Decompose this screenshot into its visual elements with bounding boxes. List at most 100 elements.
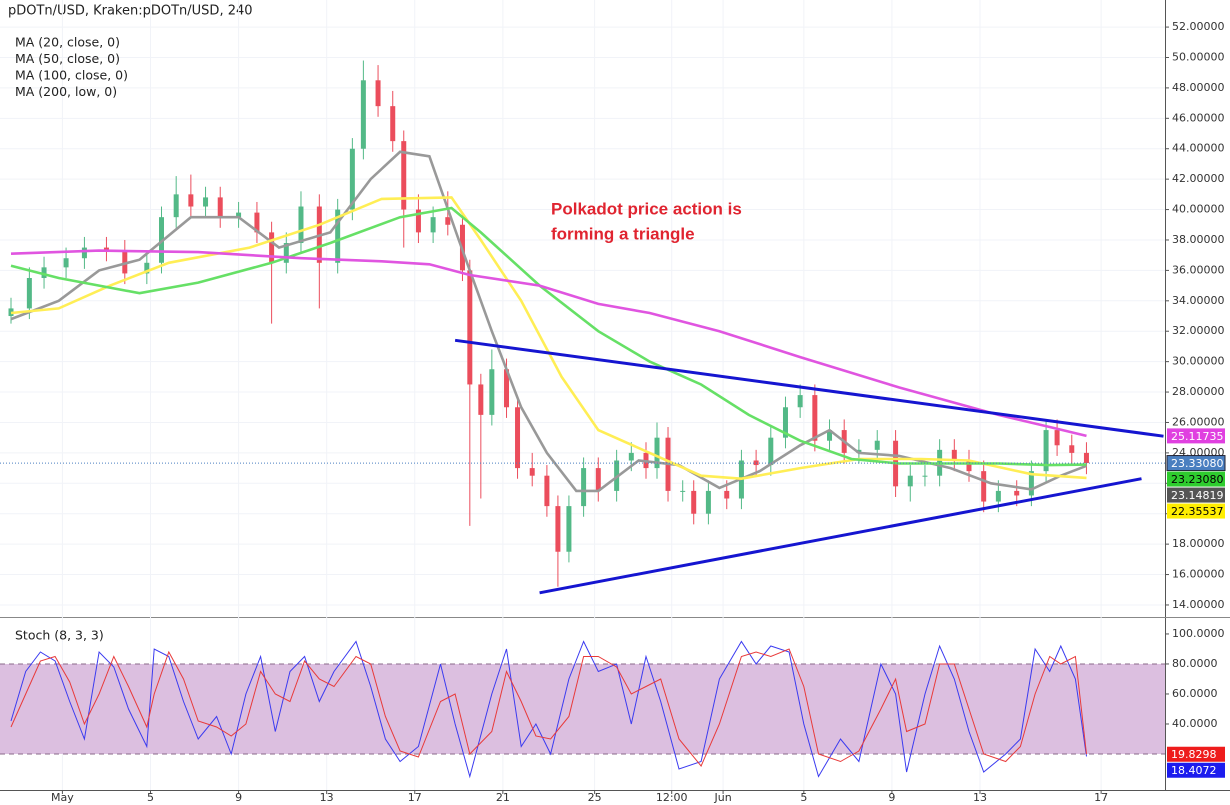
trendline [539, 477, 1142, 595]
candle-body [41, 267, 47, 278]
y-tick-label: 50.00000 [1172, 50, 1225, 63]
candle-body [907, 475, 913, 487]
candle-body [254, 212, 260, 233]
candle-body [335, 209, 341, 263]
candle-body [1083, 452, 1089, 464]
y-tick-label: 36.00000 [1172, 263, 1225, 276]
candle-body [555, 506, 561, 552]
candle-body [415, 209, 421, 233]
candle-body [680, 490, 686, 492]
candle-body [375, 80, 381, 107]
y-tick-label: 16.00000 [1172, 568, 1225, 581]
x-tick-label: 12:00 [656, 791, 688, 804]
candle-body [922, 475, 928, 477]
candle-body [103, 247, 109, 251]
candle-body [995, 490, 1001, 502]
candle-body [504, 369, 510, 408]
indicator-title: Stoch (8, 3, 3) [15, 628, 104, 643]
y-tick-label: 38.00000 [1172, 233, 1225, 246]
price-tag-label: 22.35537 [1171, 505, 1224, 518]
candle-body [298, 206, 304, 244]
candle-body [654, 437, 660, 469]
moving-average-line [10, 196, 1087, 481]
candle-body [236, 212, 242, 218]
moving-average-line [10, 150, 1087, 493]
price-tag [1167, 428, 1225, 444]
candle-body [430, 217, 436, 233]
candle-body [349, 148, 355, 210]
price-tag [1167, 487, 1225, 503]
legend-entry: MA (50, close, 0) [15, 51, 120, 66]
x-tick-label: 21 [496, 791, 510, 804]
x-tick-label: Jun [713, 791, 731, 804]
candle-body [529, 468, 535, 476]
y-tick-label: 100.0000 [1172, 627, 1225, 640]
candle-body [515, 407, 521, 469]
symbol-header: pDOTn/USD, Kraken:pDOTn/USD, 240 [8, 4, 253, 19]
candle-body [782, 407, 788, 438]
x-tick-label: 9 [235, 791, 242, 804]
x-tick-label: 9 [888, 791, 895, 804]
candle-body [478, 384, 484, 415]
x-tick-label: 13 [973, 791, 987, 804]
candle-body [445, 217, 451, 225]
candle-body [1043, 430, 1049, 472]
price-tag-label: 25.11735 [1171, 430, 1224, 443]
candle-body [812, 395, 818, 441]
candle-body [401, 141, 407, 210]
price-tag [1167, 762, 1225, 778]
y-tick-label: 60.0000 [1172, 687, 1218, 700]
candle-body [122, 250, 128, 274]
candle-body [628, 452, 634, 461]
candle-body [360, 80, 366, 149]
candle-body [768, 437, 774, 466]
legend-entry: MA (200, low, 0) [15, 84, 117, 99]
y-tick-label: 42.00000 [1172, 172, 1225, 185]
candle-body [1014, 490, 1020, 496]
candle-body [691, 490, 697, 514]
x-tick-label: 13 [320, 791, 334, 804]
moving-average-line [10, 249, 1087, 438]
y-tick-label: 48.00000 [1172, 81, 1225, 94]
annotation: Polkadot price action is [551, 199, 742, 218]
candle-body [188, 194, 194, 207]
candle-body [966, 460, 972, 472]
y-tick-label: 26.00000 [1172, 415, 1225, 428]
candle-body [1054, 430, 1060, 446]
trendline [454, 338, 1164, 438]
price-tag [1167, 746, 1225, 762]
x-tick-label: 17 [1094, 791, 1108, 804]
moving-average-line [10, 206, 1087, 467]
y-tick-label: 18.00000 [1172, 537, 1225, 550]
candle-body [467, 270, 473, 385]
candle-body [489, 369, 495, 415]
x-tick-label: 5 [800, 791, 807, 804]
candle-body [705, 490, 711, 514]
y-tick-label: 30.00000 [1172, 355, 1225, 368]
candle-body [595, 468, 601, 491]
candle-body [951, 449, 957, 461]
candle-body [724, 490, 730, 499]
annotation: forming a triangle [551, 224, 695, 243]
price-tag-label: 23.14819 [1171, 489, 1224, 502]
y-tick-label: 44.00000 [1172, 142, 1225, 155]
y-tick-label: 40.00000 [1172, 203, 1225, 216]
price-tag [1167, 503, 1225, 519]
y-tick-label: 32.00000 [1172, 324, 1225, 337]
y-tick-label: 52.00000 [1172, 20, 1225, 33]
candle-body [269, 232, 275, 263]
legend-entry: MA (100, close, 0) [15, 68, 128, 83]
candle-body [203, 197, 209, 207]
candle-body [827, 430, 833, 441]
candle-body [63, 258, 69, 268]
price-tag-label: 23.33080 [1171, 457, 1224, 470]
stoch-line [10, 648, 1087, 767]
x-tick-label: 5 [147, 791, 154, 804]
candle-body [981, 471, 987, 502]
x-tick-label: 25 [588, 791, 602, 804]
legend-entry: MA (20, close, 0) [15, 35, 120, 50]
candle-body [26, 277, 32, 309]
x-tick-label: May [51, 791, 74, 804]
candle-body [544, 475, 550, 507]
candle-body [874, 440, 880, 450]
